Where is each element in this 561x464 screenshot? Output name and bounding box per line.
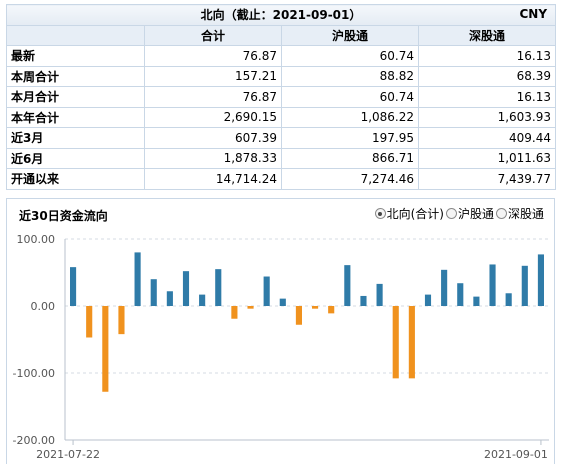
- bar: [231, 306, 238, 319]
- cell-shenzhen: 68.39: [417, 65, 557, 87]
- cell-shenzhen: 1,011.63: [417, 147, 557, 169]
- table-row: 近6月 1,878.33 866.71 1,011.63: [6, 147, 557, 169]
- row-label: 本月合计: [6, 86, 145, 108]
- bar: [360, 295, 367, 306]
- bar: [279, 298, 286, 306]
- bar: [182, 271, 190, 306]
- y-tick-label: -100.00: [13, 367, 55, 380]
- x-tick-label-start: 2021-07-22: [36, 448, 100, 461]
- radio-shanghai[interactable]: 沪股通: [445, 205, 494, 222]
- bar: [312, 306, 319, 309]
- cell-shanghai: 197.95: [281, 127, 419, 149]
- bar: [86, 306, 93, 338]
- bar: [424, 294, 432, 306]
- chart-title: 近30日资金流向: [19, 209, 108, 223]
- radio-label: 沪股通: [457, 207, 494, 221]
- bar: [118, 306, 125, 335]
- header-cell-shanghai: 沪股通: [281, 24, 419, 46]
- cell-total: 76.87: [144, 86, 282, 108]
- y-tick-label: 0.00: [31, 300, 56, 313]
- cell-shanghai: 866.71: [281, 147, 419, 169]
- radio-shenzhen[interactable]: 深股通: [495, 205, 544, 222]
- radio-unselected-icon[interactable]: [495, 208, 507, 219]
- y-tick-label: -200.00: [13, 434, 55, 447]
- cell-shanghai: 60.74: [281, 86, 419, 108]
- table-row: 开通以来 14,714.24 7,274.46 7,439.77: [6, 168, 557, 190]
- table-row: 本周合计 157.21 88.82 68.39: [6, 65, 557, 87]
- row-label: 近3月: [6, 127, 145, 149]
- bar: [521, 265, 528, 306]
- bar: [376, 283, 383, 306]
- cell-shenzhen: 1,603.93: [417, 106, 557, 128]
- row-label: 开通以来: [6, 168, 145, 190]
- series-selector: 北向(合计) 沪股通 深股通: [374, 205, 544, 222]
- table-title: 北向（截止：2021-09-01）: [200, 8, 362, 23]
- radio-label: 北向(合计): [386, 207, 444, 221]
- bar: [199, 294, 206, 306]
- table-title-row: 北向（截止：2021-09-01） CNY: [5, 4, 557, 26]
- currency-label: CNY: [519, 7, 548, 21]
- row-label: 本周合计: [6, 65, 145, 87]
- radio-selected-icon[interactable]: [374, 208, 386, 219]
- header-cell-total: 合计: [144, 24, 282, 46]
- header-cell-blank: [6, 24, 145, 46]
- cell-total: 1,878.33: [144, 147, 282, 169]
- cell-shenzhen: 16.13: [417, 86, 557, 108]
- row-label: 近6月: [6, 147, 145, 169]
- cell-total: 2,690.15: [144, 106, 282, 128]
- bar: [505, 293, 512, 306]
- cell-total: 157.21: [144, 65, 282, 87]
- header-cell-shenzhen: 深股通: [417, 24, 557, 46]
- table-title-cell: 北向（截止：2021-09-01） CNY: [5, 4, 557, 26]
- cell-total: 14,714.24: [144, 168, 282, 190]
- table-row: 本月合计 76.87 60.74 16.13: [6, 86, 557, 108]
- cell-shanghai: 88.82: [281, 65, 419, 87]
- table-row: 近3月 607.39 197.95 409.44: [6, 127, 557, 149]
- flow-chart-panel: 近30日资金流向 北向(合计) 沪股通 深股通 100.00 0.00 -100.0…: [6, 198, 555, 464]
- table-header-row: 合计 沪股通 深股通: [6, 24, 557, 46]
- bar: [215, 269, 222, 306]
- radio-label: 深股通: [507, 207, 544, 221]
- cell-shenzhen: 7,439.77: [417, 168, 557, 190]
- radio-northbound-total[interactable]: 北向(合计): [374, 205, 444, 222]
- bar: [263, 276, 270, 306]
- bar: [473, 296, 480, 306]
- cell-shanghai: 7,274.46: [281, 168, 419, 190]
- table-row: 本年合计 2,690.15 1,086.22 1,603.93: [6, 106, 557, 128]
- bar: [408, 306, 415, 379]
- bar: [247, 306, 254, 309]
- radio-unselected-icon[interactable]: [445, 208, 457, 219]
- y-tick-label: 100.00: [17, 233, 56, 246]
- bar: [328, 306, 335, 314]
- row-label: 本年合计: [6, 106, 145, 128]
- bar: [295, 306, 302, 325]
- bar: [441, 269, 448, 306]
- bar: [457, 283, 464, 306]
- cell-total: 607.39: [144, 127, 282, 149]
- bar: [344, 265, 351, 306]
- cell-shenzhen: 409.44: [417, 127, 557, 149]
- table-row: 最新 76.87 60.74 16.13: [6, 45, 557, 67]
- northbound-summary-table: 北向（截止：2021-09-01） CNY 合计 沪股通 深股通 最新 76.8…: [5, 4, 557, 190]
- bar: [134, 252, 141, 306]
- bar: [102, 306, 109, 392]
- bar: [70, 267, 77, 306]
- bar: [150, 279, 157, 306]
- cell-shanghai: 60.74: [281, 45, 419, 67]
- cell-shenzhen: 16.13: [417, 45, 557, 67]
- cell-total: 76.87: [144, 45, 282, 67]
- bar: [537, 254, 544, 306]
- cell-shanghai: 1,086.22: [281, 106, 419, 128]
- x-tick-label-end: 2021-09-01: [484, 448, 548, 461]
- row-label: 最新: [6, 45, 145, 67]
- bar: [489, 264, 496, 306]
- bar: [392, 306, 399, 379]
- bar: [166, 291, 173, 306]
